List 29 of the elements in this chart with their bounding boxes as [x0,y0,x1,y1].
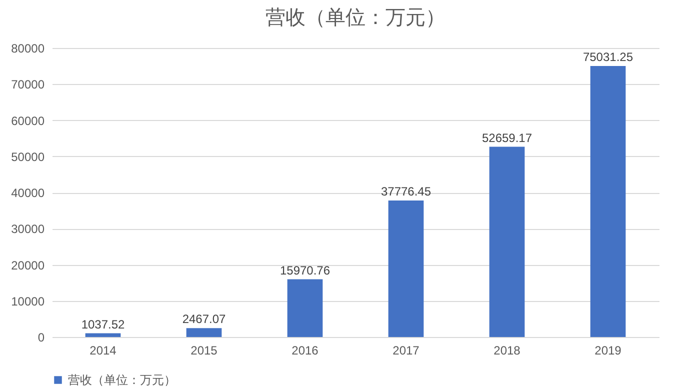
legend-label: 营收（单位：万元） [68,373,176,387]
data-label: 2467.07 [182,312,226,326]
x-tick-label: 2019 [594,344,622,358]
y-tick-label: 30000 [11,222,45,236]
x-tick-label: 2017 [392,344,420,358]
data-label: 37776.45 [380,184,432,199]
data-label: 1037.52 [81,317,126,332]
x-tick-label: 2016 [292,344,319,358]
y-tick-label: 40000 [11,186,45,200]
x-tick-label: 2018 [494,344,521,358]
bar [186,328,222,337]
y-tick-label: 60000 [11,114,45,128]
bar [388,200,424,337]
data-label: 52659.17 [482,130,532,145]
y-tick-label: 80000 [11,42,45,56]
y-tick-label: 70000 [11,78,45,92]
x-tick-label: 2015 [190,344,218,358]
bar [590,66,626,337]
y-tick-label: 20000 [11,258,45,272]
y-tick-label: 0 [38,330,45,344]
bar [489,146,525,337]
bar [287,279,323,337]
data-label: 15970.76 [280,263,330,278]
y-tick-label: 50000 [11,150,45,164]
data-label: 75031.25 [582,50,634,64]
x-tick-label: 2014 [90,344,117,358]
chart-title: 营收（单位：万元） [266,7,446,29]
y-tick-label: 10000 [11,294,45,308]
bar [85,333,121,337]
